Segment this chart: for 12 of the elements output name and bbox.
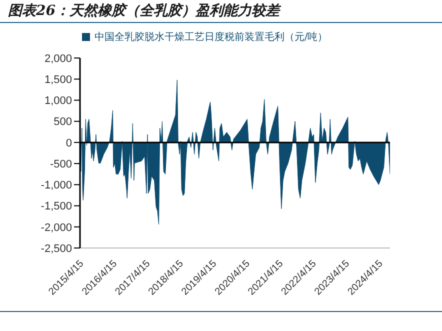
y-tick-label: 1,500 — [44, 74, 72, 86]
y-tick-label: -500 — [50, 158, 72, 170]
y-tick-label: -1,000 — [40, 180, 72, 192]
y-tick-label: 2,000 — [44, 52, 72, 65]
y-tick-label: -2,500 — [40, 242, 72, 255]
y-tick-label: -1,500 — [40, 200, 72, 213]
y-tick-label: 1,000 — [44, 95, 72, 108]
y-tick-label: 0 — [66, 137, 72, 150]
legend-label: 中国全乳胶脱水干燥工艺日度税前装置毛利（元/吨） — [94, 32, 328, 43]
chart-title: 图表26：天然橡胶（全乳胶）盈利能力较差 — [8, 2, 280, 20]
y-tick-label: -2,000 — [40, 222, 72, 234]
y-tick-label: 500 — [54, 116, 72, 128]
